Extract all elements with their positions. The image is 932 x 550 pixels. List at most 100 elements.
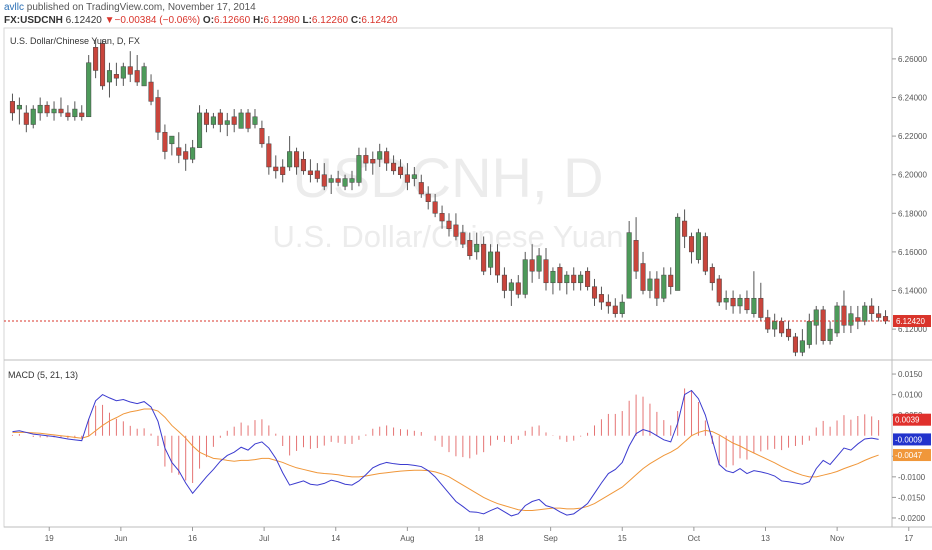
- candle-body: [37, 104, 43, 114]
- candle-body: [654, 278, 660, 299]
- candle-body: [758, 297, 764, 318]
- macd-value-label: -0.0009: [895, 435, 923, 444]
- candle-body: [723, 297, 729, 303]
- candle-body: [799, 340, 805, 353]
- candle-body: [370, 159, 376, 164]
- time-tick-label: 17: [904, 534, 913, 543]
- macd-tick-label: -0.0200: [898, 514, 926, 523]
- candle-body: [377, 151, 383, 160]
- candle-body: [453, 224, 459, 237]
- close-value: 6.12420: [361, 15, 398, 26]
- candle-body: [682, 220, 688, 237]
- candle-body: [252, 116, 258, 125]
- candle-body: [231, 116, 237, 125]
- time-tick-label: 16: [188, 534, 197, 543]
- open-label: O:: [202, 15, 215, 26]
- time-tick-label: Aug: [400, 534, 414, 543]
- candle-body: [72, 108, 78, 118]
- plot-frame: [3, 27, 893, 528]
- price-tick-label: 6.18000: [898, 209, 927, 218]
- time-tick-label: 19: [45, 534, 54, 543]
- candle-body: [439, 213, 445, 222]
- candle-body: [432, 201, 438, 214]
- publish-line: avllc published on TradingView.com, Nove…: [4, 2, 256, 13]
- publish-info: published on TradingView.com, November 1…: [26, 2, 256, 13]
- candle-body: [515, 282, 521, 295]
- candle-body: [287, 151, 293, 168]
- time-tick-label: Nov: [830, 534, 844, 543]
- candle-body: [342, 178, 348, 187]
- candle-body: [779, 321, 785, 334]
- candle-body: [411, 174, 417, 179]
- time-tick-label: Sep: [544, 534, 559, 543]
- candle-body: [737, 297, 743, 307]
- candle-body: [869, 305, 875, 314]
- symbol-name[interactable]: FX:USDCNH: [4, 15, 63, 26]
- candle-body: [79, 112, 85, 118]
- candle-body: [501, 274, 507, 291]
- candle-body: [238, 112, 244, 129]
- candle-body: [9, 101, 16, 114]
- candle-body: [425, 193, 431, 202]
- price-tick-label: 6.16000: [898, 248, 927, 257]
- candle-body: [141, 66, 147, 87]
- candle-body: [605, 301, 611, 307]
- candle-body: [488, 251, 494, 268]
- candle-body: [827, 328, 833, 341]
- candle-body: [792, 336, 798, 353]
- candle-body: [876, 313, 882, 318]
- candle-body: [127, 66, 133, 75]
- candle-body: [709, 267, 715, 284]
- candle-body: [529, 259, 535, 272]
- candle-body: [300, 159, 307, 172]
- candle-body: [772, 321, 778, 330]
- macd-tick-label: 0.0100: [898, 391, 923, 400]
- candle-body: [328, 178, 334, 183]
- price-tick-label: 6.22000: [898, 132, 927, 141]
- candle-body: [640, 263, 646, 291]
- time-tick-label: Oct: [688, 534, 701, 543]
- candle-body: [661, 274, 667, 299]
- macd-tick-label: -0.0100: [898, 473, 926, 482]
- candle-body: [307, 170, 313, 175]
- author-link[interactable]: avllc: [4, 2, 25, 13]
- macd-value-label: 0.0039: [895, 416, 920, 425]
- candle-body: [294, 151, 300, 168]
- candle-body: [716, 278, 722, 303]
- candle-body: [460, 232, 466, 245]
- candle-body: [224, 120, 230, 125]
- time-tick-label: 15: [618, 534, 627, 543]
- signal-line: [12, 408, 879, 512]
- candle-body: [598, 294, 604, 303]
- price-tick-label: 6.12000: [898, 325, 927, 334]
- price-tick-label: 6.20000: [898, 171, 927, 180]
- candle-body: [647, 278, 653, 291]
- candle-body: [841, 305, 847, 326]
- open-value: 6.12660: [214, 15, 251, 26]
- candle-body: [183, 151, 189, 160]
- macd-value-label: -0.0047: [895, 451, 923, 460]
- candle-body: [446, 220, 452, 229]
- candle-body: [557, 267, 563, 284]
- time-tick-label: 14: [331, 534, 340, 543]
- candle-body: [848, 313, 854, 326]
- chart-header: avllc published on TradingView.com, Nove…: [0, 0, 932, 28]
- candle-body: [668, 274, 674, 287]
- candle-body: [162, 131, 168, 152]
- candle-body: [363, 155, 369, 164]
- candle-body: [564, 274, 570, 284]
- candle-body: [23, 112, 29, 125]
- high-label: H:: [252, 15, 264, 26]
- candle-body: [51, 108, 57, 114]
- candle-body: [314, 170, 320, 179]
- candle-body: [571, 274, 577, 284]
- candle-body: [813, 309, 819, 326]
- candle-body: [702, 236, 708, 272]
- candle-body: [176, 147, 182, 156]
- candle-body: [148, 81, 154, 102]
- candle-body: [418, 182, 424, 195]
- candle-body: [522, 259, 528, 295]
- low-label: L:: [302, 15, 312, 26]
- candle-body: [626, 232, 632, 299]
